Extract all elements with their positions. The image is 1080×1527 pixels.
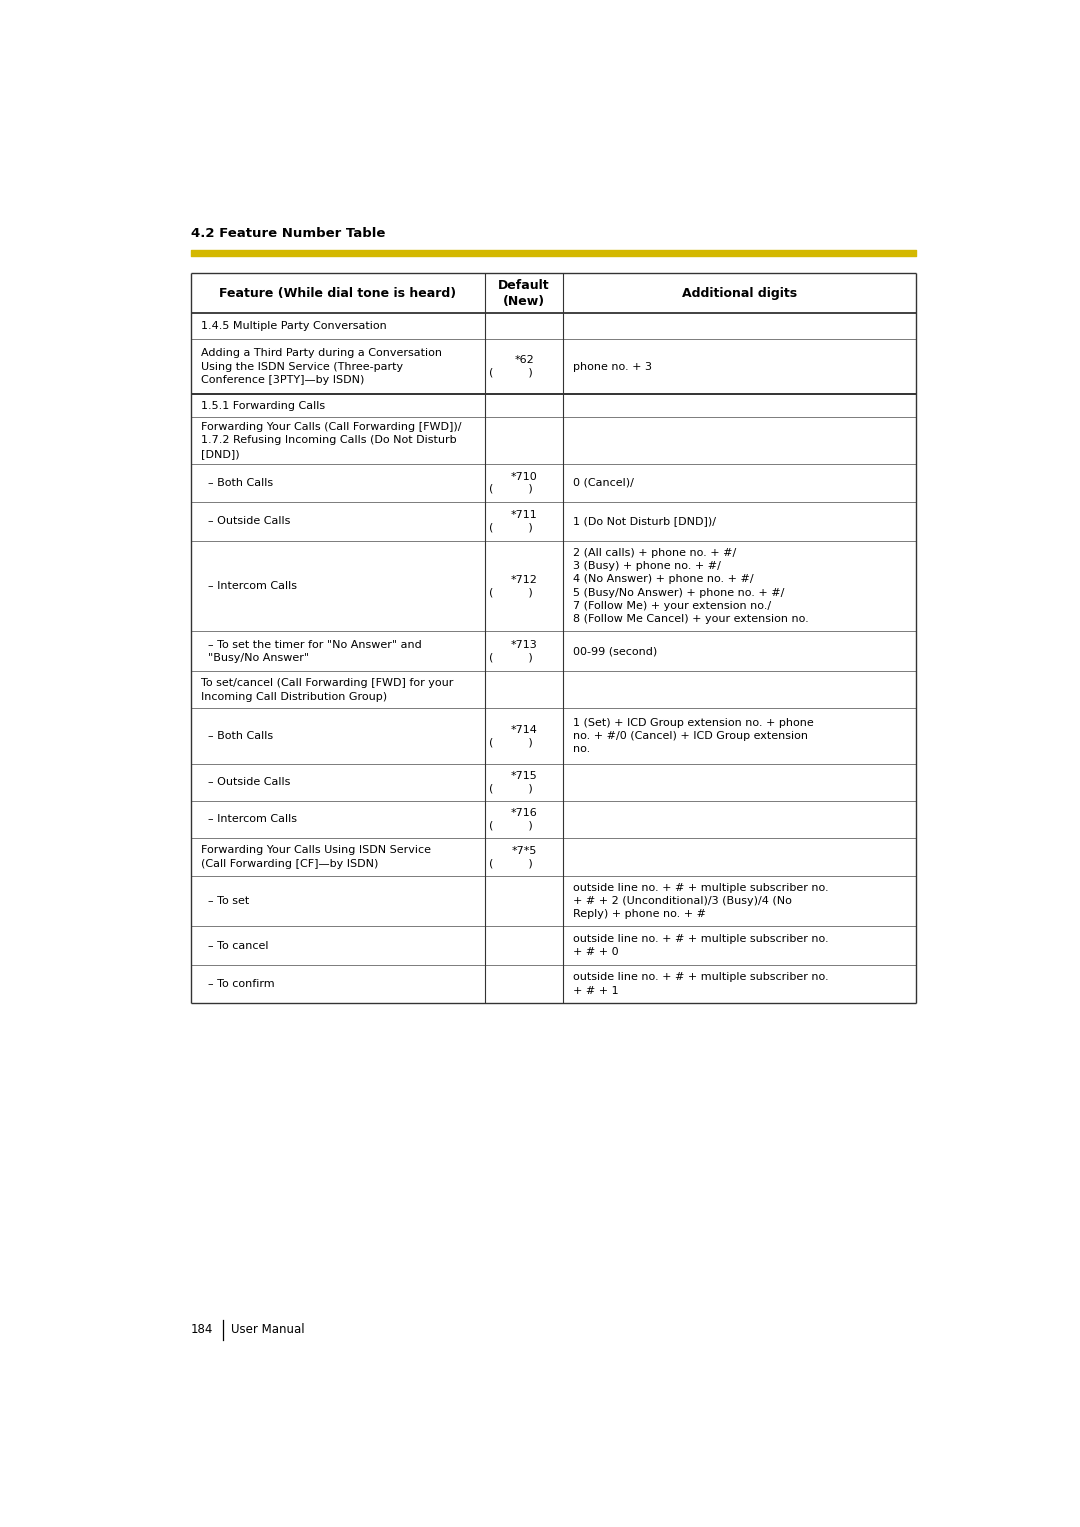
Text: – Both Calls: – Both Calls [201, 731, 273, 741]
Text: Additional digits: Additional digits [681, 287, 797, 299]
Text: 1.5.1 Forwarding Calls: 1.5.1 Forwarding Calls [201, 400, 325, 411]
Text: 2 (All calls) + phone no. + #/
3 (Busy) + phone no. + #/
4 (No Answer) + phone n: 2 (All calls) + phone no. + #/ 3 (Busy) … [572, 548, 809, 625]
Text: (          ): ( ) [489, 522, 532, 533]
Text: (          ): ( ) [489, 783, 532, 794]
Text: 4.2 Feature Number Table: 4.2 Feature Number Table [191, 228, 386, 240]
Text: 1.4.5 Multiple Party Conversation: 1.4.5 Multiple Party Conversation [201, 321, 387, 331]
Text: – Outside Calls: – Outside Calls [201, 777, 291, 788]
Text: – To confirm: – To confirm [201, 979, 274, 989]
Text: – Outside Calls: – Outside Calls [201, 516, 291, 527]
Text: (          ): ( ) [489, 738, 532, 747]
Text: outside line no. + # + multiple subscriber no.
+ # + 1: outside line no. + # + multiple subscrib… [572, 973, 828, 996]
Text: To set/cancel (Call Forwarding [FWD] for your
Incoming Call Distribution Group): To set/cancel (Call Forwarding [FWD] for… [201, 678, 454, 701]
Text: – To set the timer for "No Answer" and
  "Busy/No Answer": – To set the timer for "No Answer" and "… [201, 640, 421, 663]
Text: – Intercom Calls: – Intercom Calls [201, 814, 297, 825]
Text: Forwarding Your Calls Using ISDN Service
(Call Forwarding [CF]—by ISDN): Forwarding Your Calls Using ISDN Service… [201, 846, 431, 869]
Text: 0 (Cancel)/: 0 (Cancel)/ [572, 478, 634, 487]
Text: 1 (Set) + ICD Group extension no. + phone
no. + #/0 (Cancel) + ICD Group extensi: 1 (Set) + ICD Group extension no. + phon… [572, 718, 813, 754]
Text: (          ): ( ) [489, 586, 532, 597]
Text: outside line no. + # + multiple subscriber no.
+ # + 0: outside line no. + # + multiple subscrib… [572, 935, 828, 957]
Text: – To cancel: – To cancel [201, 941, 268, 950]
Text: *62: *62 [514, 356, 534, 365]
Text: (          ): ( ) [489, 368, 532, 377]
Text: *714: *714 [511, 725, 538, 734]
Text: *713: *713 [511, 640, 538, 651]
Text: (          ): ( ) [489, 820, 532, 831]
Text: Default
(New): Default (New) [498, 279, 550, 308]
Text: Adding a Third Party during a Conversation
Using the ISDN Service (Three-party
C: Adding a Third Party during a Conversati… [201, 348, 442, 385]
Text: – To set: – To set [201, 896, 249, 906]
Text: Forwarding Your Calls (Call Forwarding [FWD])/
1.7.2 Refusing Incoming Calls (Do: Forwarding Your Calls (Call Forwarding [… [201, 423, 461, 458]
Text: 184: 184 [191, 1324, 213, 1336]
Text: *715: *715 [511, 771, 538, 782]
Text: Feature (While dial tone is heard): Feature (While dial tone is heard) [219, 287, 457, 299]
Text: *716: *716 [511, 808, 538, 818]
Text: *711: *711 [511, 510, 538, 521]
Text: (          ): ( ) [489, 484, 532, 493]
Text: *712: *712 [511, 574, 538, 585]
Text: (          ): ( ) [489, 652, 532, 663]
Text: *7*5: *7*5 [511, 846, 537, 855]
Text: outside line no. + # + multiple subscriber no.
+ # + 2 (Unconditional)/3 (Busy)/: outside line no. + # + multiple subscrib… [572, 883, 828, 919]
Text: – Intercom Calls: – Intercom Calls [201, 580, 297, 591]
Text: – Both Calls: – Both Calls [201, 478, 273, 487]
Text: (          ): ( ) [489, 858, 532, 869]
Text: 00-99 (second): 00-99 (second) [572, 646, 657, 657]
Text: User Manual: User Manual [231, 1324, 305, 1336]
Text: 1 (Do Not Disturb [DND])/: 1 (Do Not Disturb [DND])/ [572, 516, 716, 527]
Text: *710: *710 [511, 472, 538, 481]
Text: phone no. + 3: phone no. + 3 [572, 362, 652, 371]
